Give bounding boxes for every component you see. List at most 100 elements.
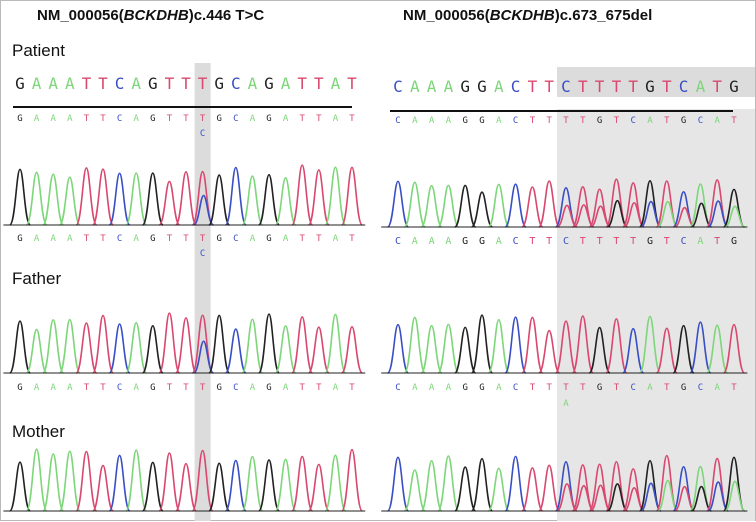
patient-right-bottom-base-13: T <box>613 236 619 247</box>
father-right-calls-base-16: T <box>664 383 670 393</box>
patient-right-top-base-11: T <box>580 116 586 126</box>
father-left-calls-base-20: T <box>349 383 355 393</box>
father-right-calls-base-8: T <box>530 383 536 393</box>
father-left-calls-base-5: T <box>100 383 106 393</box>
mother-left-peak-14 <box>241 455 264 512</box>
patient-left-peak-5 <box>91 168 115 226</box>
right-reference-base-17: C <box>679 77 689 96</box>
patient-left-bottom-base-3: A <box>67 234 73 244</box>
patient-left-top-base-8: G <box>150 114 155 124</box>
patient-left-bottom-base-10: T <box>183 234 189 244</box>
right-reference-base-5: G <box>477 77 487 96</box>
patient-right-peak-5 <box>470 191 494 228</box>
mother-left-peak-7 <box>125 449 148 512</box>
mother-right-secondary-peak-14 <box>623 487 645 512</box>
patient-right-top-base-7: C <box>513 116 518 126</box>
father-right-peak-10 <box>554 320 578 374</box>
mother-left-peak-4 <box>75 450 98 512</box>
father-right-extra-base: A <box>563 399 569 409</box>
patient-right-top-base-18: C <box>698 116 703 126</box>
father-right-peak-7 <box>504 316 527 374</box>
father-right-calls-base-9: T <box>546 383 552 393</box>
patient-right-secondary-peak-11 <box>573 204 595 228</box>
patient-right-top-base-14: C <box>630 116 635 126</box>
father-right-peak-13 <box>605 318 628 374</box>
patient-left-bottom-base-8: G <box>150 234 155 244</box>
patient-right-secondary-peak-16 <box>657 200 679 228</box>
patient-right-top-base-1: A <box>412 116 418 126</box>
patient-right-top-base-17: G <box>681 116 686 126</box>
father-left-peak-1 <box>25 328 48 374</box>
patient-left-top-base-10: T <box>183 114 189 124</box>
father-left-calls-base-1: A <box>34 383 40 393</box>
patient-right-bottom-base-0: C <box>395 236 401 247</box>
patient-right-top-base-2: A <box>429 116 435 126</box>
right-reference-base-14: T <box>628 77 638 96</box>
mother-right-secondary-peak-20 <box>724 480 746 512</box>
patient-left-bottom-base-2: A <box>50 234 56 244</box>
father-right-peak-15 <box>638 315 662 374</box>
mother-left-peak-6 <box>108 454 131 512</box>
father-left-calls-base-7: A <box>133 383 139 393</box>
mother-right-peak-2 <box>420 460 443 512</box>
patient-left-bottom-base-11: T <box>200 234 206 244</box>
father-right-peak-6 <box>487 318 510 374</box>
right-reference-base-9: T <box>544 77 554 96</box>
patient-right-top-base-20: T <box>731 116 737 126</box>
father-left-calls-base-3: A <box>67 383 73 393</box>
patient-left-top-base-1: A <box>34 114 40 124</box>
patient-left-top-base-0: G <box>17 114 22 124</box>
patient-left-bottom-base-16: A <box>283 234 289 244</box>
patient-right-top-base-3: A <box>446 116 452 126</box>
patient-left-secondary-peak-11 <box>193 194 214 226</box>
patient-left-top-base-20: T <box>349 114 355 124</box>
father-right-calls-base-0: C <box>395 383 400 393</box>
patient-left-bottom-base-12: G <box>216 234 221 244</box>
father-left-calls-base-16: A <box>283 383 289 393</box>
patient-right-bottom-base-4: G <box>462 236 468 247</box>
patient-left-peak-18 <box>307 169 330 226</box>
right-reference-base-8: T <box>528 77 538 96</box>
father-right-calls-base-19: A <box>714 383 720 393</box>
patient-right-secondary-peak-19 <box>707 200 729 228</box>
patient-right-secondary-peak-12 <box>590 205 612 228</box>
right-deletion-highlight <box>557 109 755 521</box>
mother-left-peak-1 <box>25 448 48 512</box>
patient-right-top-base-6: A <box>496 116 502 126</box>
father-left-calls-base-9: T <box>167 383 173 393</box>
mother-left-peak-11 <box>191 449 214 512</box>
father-right-peak-2 <box>420 324 443 374</box>
patient-right-peak-9 <box>538 180 561 228</box>
patient-right-secondary-peak-18 <box>690 202 712 228</box>
patient-right-peak-4 <box>454 184 477 228</box>
father-right-calls-base-15: A <box>647 383 653 393</box>
patient-right-secondary-peak-10 <box>556 204 578 228</box>
patient-left-peak-7 <box>125 172 148 226</box>
patient-right-peak-1 <box>403 181 426 228</box>
left-reference-base-15: G <box>264 74 274 93</box>
father-right-calls-base-2: A <box>429 383 435 393</box>
right-reference-base-11: T <box>578 77 588 96</box>
left-panel-title: NM_000056(BCKDHB)c.446 T>C <box>37 7 264 24</box>
patient-right-bottom-base-16: T <box>664 236 670 247</box>
left-reference-base-7: A <box>131 74 141 93</box>
mother-left-peak-13 <box>224 459 247 512</box>
father-left-peak-5 <box>91 314 115 374</box>
father-left-peak-2 <box>42 319 65 374</box>
father-left-peak-19 <box>324 313 347 374</box>
left-reference-base-12: G <box>214 74 224 93</box>
mother-left-peak-8 <box>141 461 164 512</box>
row-label-father: Father <box>12 269 62 288</box>
right-reference-base-18: A <box>696 77 706 96</box>
patient-left-peak-12 <box>208 174 231 226</box>
father-left-calls-base-10: T <box>183 383 189 393</box>
right-reference-base-7: C <box>511 77 521 96</box>
father-left-calls-base-6: C <box>117 383 122 393</box>
mother-right-secondary-peak-17 <box>674 485 696 512</box>
patient-left-bottom-base-20: T <box>349 234 355 244</box>
mother-right-secondary-peak-16 <box>657 479 679 512</box>
patient-left-peak-1 <box>25 171 48 226</box>
father-left-secondary-peak-11 <box>193 340 215 374</box>
patient-left-bottom-base-18: T <box>316 234 322 244</box>
